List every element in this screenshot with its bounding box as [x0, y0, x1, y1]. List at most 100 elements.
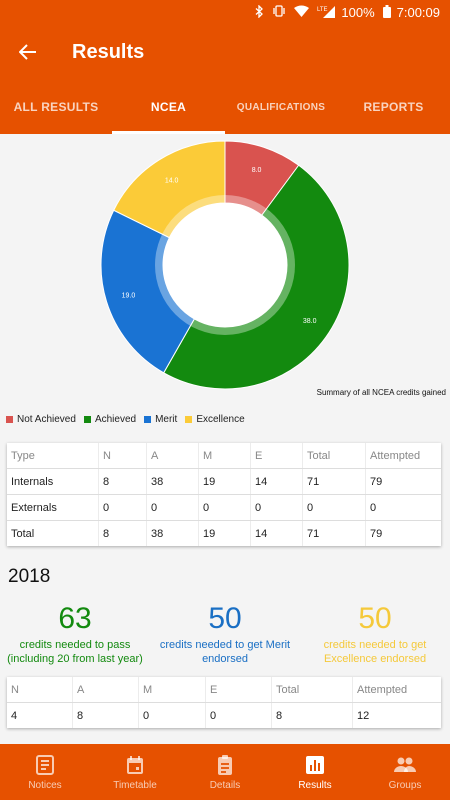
- clipboard-icon: [218, 754, 232, 775]
- svg-text:LTE: LTE: [317, 7, 328, 13]
- status-bar: LTE 100% 7:00:09: [0, 0, 450, 24]
- stat-label: credits needed to get Excellence endorse…: [323, 639, 427, 665]
- signal-icon: LTE: [317, 5, 336, 20]
- column-header: N: [7, 677, 73, 703]
- donut-hole: [163, 203, 287, 327]
- table-row: 4 8 0 0 8 12: [7, 702, 441, 728]
- table-header-row: Type N A M E Total Attempted: [7, 443, 441, 469]
- table-cell: 0: [250, 494, 303, 521]
- table-cell: 0: [198, 494, 251, 521]
- table-cell: 79: [365, 468, 441, 495]
- bar-chart-icon: [306, 755, 324, 774]
- clock: 7:00:09: [396, 4, 440, 20]
- pass-credits-stat: 63 credits needed to pass (including 20 …: [0, 600, 150, 666]
- vibrate-icon: [272, 5, 286, 19]
- table-cell: 71: [302, 520, 366, 546]
- notices-icon: [36, 754, 54, 775]
- table-cell: 4: [7, 702, 73, 728]
- table-cell: 8: [98, 468, 147, 495]
- arrow-back-icon: [19, 44, 36, 60]
- nav-label: Results: [298, 779, 332, 791]
- summary-table: Type N A M E Total Attempted Internals 8…: [7, 443, 441, 546]
- slice-merit[interactable]: [100, 209, 196, 374]
- slice-value-label: 19.0: [122, 293, 136, 300]
- column-header: E: [250, 443, 303, 469]
- table-cell: 0: [365, 494, 441, 521]
- table-cell: 38: [146, 520, 199, 546]
- slice-value-label: 8.0: [252, 167, 262, 174]
- nav-label: Groups: [388, 779, 422, 791]
- nav-label: Timetable: [113, 779, 157, 791]
- back-button[interactable]: [0, 24, 56, 80]
- column-header: Type: [7, 443, 99, 469]
- app-bar: Results: [0, 24, 450, 80]
- table-cell: Total: [7, 520, 99, 546]
- column-header: Attempted: [352, 677, 441, 703]
- nav-groups[interactable]: Groups: [360, 744, 450, 800]
- page-title: Results: [72, 40, 145, 63]
- nav-label: Notices: [28, 779, 62, 791]
- column-header: M: [138, 677, 206, 703]
- excellence-credits-stat: 50 credits needed to get Excellence endo…: [300, 600, 450, 666]
- table-cell: 8: [98, 520, 147, 546]
- tab-reports[interactable]: REPORTS: [363, 100, 424, 114]
- legend-swatch: [185, 416, 193, 423]
- bottom-navigation: Notices Timetable Details Results Groups: [0, 744, 450, 800]
- table-cell: 14: [250, 520, 303, 546]
- stat-label: credits needed to pass (including 20 fro…: [7, 639, 143, 665]
- table-cell: 12: [357, 709, 370, 722]
- table-cell: 19: [198, 468, 251, 495]
- chart-legend: Not Achieved Achieved Merit Excellence: [6, 414, 253, 425]
- table-cell: Externals: [7, 494, 99, 521]
- nav-details[interactable]: Details: [180, 744, 270, 800]
- table-row: Total 8 38 19 14 71 79: [7, 520, 441, 546]
- table-cell: 71: [302, 468, 366, 495]
- table-header-row: N A M E Total Attempted: [7, 677, 441, 703]
- legend-label: Merit: [155, 414, 178, 425]
- tab-ncea[interactable]: NCEA: [112, 80, 225, 134]
- merit-credits-stat: 50 credits needed to get Merit endorsed: [150, 600, 300, 666]
- summary-table-card: Type N A M E Total Attempted Internals 8…: [7, 443, 441, 546]
- nav-results[interactable]: Results: [270, 744, 360, 800]
- column-header: N: [98, 443, 147, 469]
- column-header: E: [205, 677, 272, 703]
- stat-value: 50: [358, 602, 392, 635]
- year-table-card: N A M E Total Attempted 4 8 0 0 8 12: [7, 677, 441, 728]
- year-table: N A M E Total Attempted 4 8 0 0 8 12: [7, 677, 441, 728]
- legend-item-merit: Merit: [144, 414, 177, 425]
- battery-percent: 100%: [341, 4, 375, 20]
- nav-timetable[interactable]: Timetable: [90, 744, 180, 800]
- table-cell: Internals: [7, 468, 99, 495]
- table-cell: 14: [250, 468, 303, 495]
- table-cell: 8: [72, 702, 139, 728]
- tab-qualifications[interactable]: QUALIFICATIONS: [236, 101, 326, 113]
- table-cell: 0: [146, 494, 199, 521]
- slice-value-label: 14.0: [165, 177, 179, 184]
- table-row: Internals 8 38 19 14 71 79: [7, 468, 441, 495]
- table-cell: 79: [370, 527, 383, 540]
- legend-item-excellence: Excellence: [185, 414, 245, 425]
- table-cell: 0: [205, 702, 272, 728]
- table-cell: 19: [198, 520, 251, 546]
- stat-label: credits needed to get Merit endorsed: [159, 639, 291, 665]
- table-cell: 0: [302, 494, 366, 521]
- wifi-icon: [294, 5, 310, 19]
- legend-label: Achieved: [94, 414, 137, 425]
- tab-all-results[interactable]: ALL RESULTS: [13, 100, 99, 114]
- legend-swatch: [144, 416, 152, 423]
- column-header: A: [72, 677, 139, 703]
- legend-item-not-achieved: Not Achieved: [6, 414, 76, 425]
- people-icon: [394, 757, 416, 772]
- column-header: Attempted: [365, 443, 441, 469]
- table-row: Externals 0 0 0 0 0 0: [7, 494, 441, 521]
- table-cell: 0: [98, 494, 147, 521]
- stat-value: 50: [208, 602, 242, 635]
- calendar-icon: [127, 755, 143, 774]
- nav-notices[interactable]: Notices: [0, 744, 90, 800]
- column-header: M: [198, 443, 251, 469]
- slice-value-label: 38.0: [303, 318, 317, 325]
- donut-chart: 8.0 38.0 19.0 14.0: [100, 140, 350, 390]
- legend-label: Excellence: [196, 414, 245, 425]
- stat-value: 63: [58, 602, 92, 635]
- column-header: A: [146, 443, 199, 469]
